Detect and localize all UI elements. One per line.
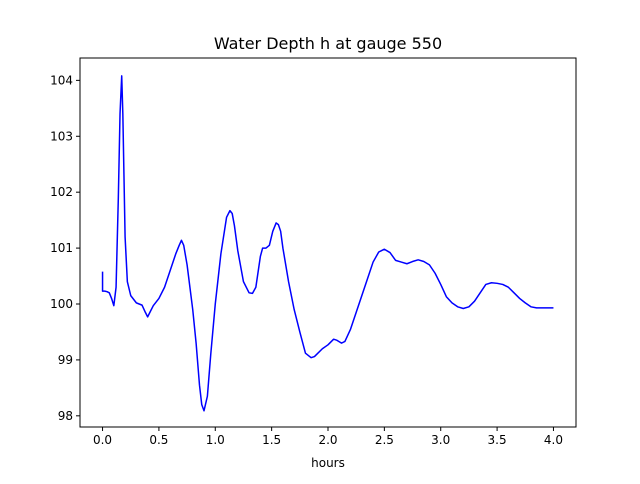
y-tick-label: 103	[50, 129, 73, 143]
ticks-layer: 0.0 0.5 1.0 1.5 2.0 2.5 3.0 3.5 4.0 98 99 100 101 102…	[50, 73, 563, 447]
x-tick-label: 0.0	[93, 433, 112, 447]
series-line-0	[101, 75, 554, 412]
plot-frame	[79, 57, 577, 428]
x-axis-label: hours	[311, 456, 345, 470]
y-tick-label: 102	[50, 185, 73, 199]
x-tick-label: 0.5	[149, 433, 168, 447]
y-tick-label: 104	[50, 73, 73, 87]
y-tick-label: 99	[58, 353, 73, 367]
x-tick-label: 3.0	[431, 433, 450, 447]
x-tick-label: 1.0	[206, 433, 225, 447]
x-tick-label: 2.5	[375, 433, 394, 447]
x-tick-label: 1.5	[262, 433, 281, 447]
plot-layer	[101, 75, 554, 412]
y-tick-label: 100	[50, 297, 73, 311]
chart-title: Water Depth h at gauge 550	[214, 34, 442, 53]
y-tick-label: 101	[50, 241, 73, 255]
y-tick-label: 98	[58, 409, 73, 423]
x-tick-label: 2.0	[318, 433, 337, 447]
x-tick-label: 4.0	[544, 433, 563, 447]
x-tick-label: 3.5	[488, 433, 507, 447]
